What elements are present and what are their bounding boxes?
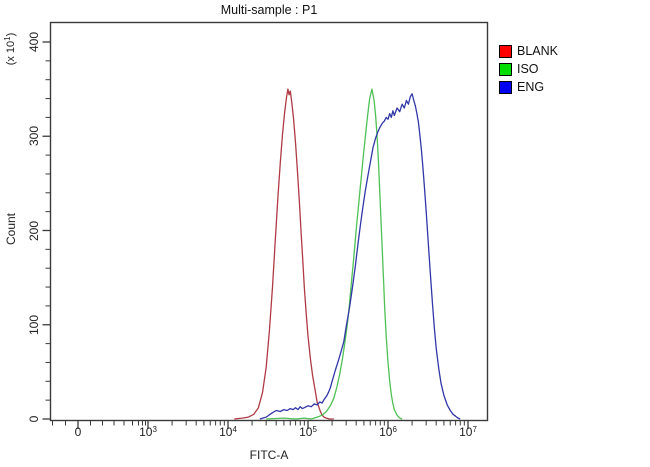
- histogram-curve-ENG: [259, 93, 461, 420]
- y-axis-title: Count: [4, 212, 18, 246]
- x-tick-label: 104: [219, 425, 237, 439]
- histogram-curve-BLANK: [234, 88, 334, 420]
- legend-label: BLANK: [517, 44, 558, 58]
- plot-frame: [49, 21, 489, 422]
- legend-item-blank[interactable]: BLANK: [499, 45, 558, 58]
- y-tick-label: 0: [27, 415, 41, 423]
- legend-label: ISO: [517, 62, 539, 76]
- histogram-curve-ISO: [266, 88, 403, 420]
- x-axis-title: FITC-A: [249, 448, 289, 462]
- x-tick-label: 103: [139, 425, 157, 439]
- x-tick-label: 107: [459, 425, 477, 439]
- legend-item-iso[interactable]: ISO: [499, 63, 558, 76]
- x-tick-label: 106: [379, 425, 397, 439]
- legend: BLANK ISO ENG: [499, 45, 558, 99]
- y-tick-label: 300: [27, 126, 41, 147]
- x-tick-label: 105: [299, 425, 317, 439]
- legend-swatch-icon: [499, 63, 512, 76]
- y-tick-label: 200: [27, 220, 41, 241]
- legend-item-eng[interactable]: ENG: [499, 81, 558, 94]
- x-tick-label: 0: [74, 425, 82, 439]
- legend-label: ENG: [517, 80, 545, 94]
- y-tick-label: 100: [27, 314, 41, 335]
- y-axis-multiplier: (x 101): [3, 32, 17, 66]
- legend-swatch-icon: [499, 45, 512, 58]
- chart-title: Multi-sample : P1: [220, 3, 318, 17]
- legend-swatch-icon: [499, 81, 512, 94]
- y-tick-label: 400: [27, 31, 41, 53]
